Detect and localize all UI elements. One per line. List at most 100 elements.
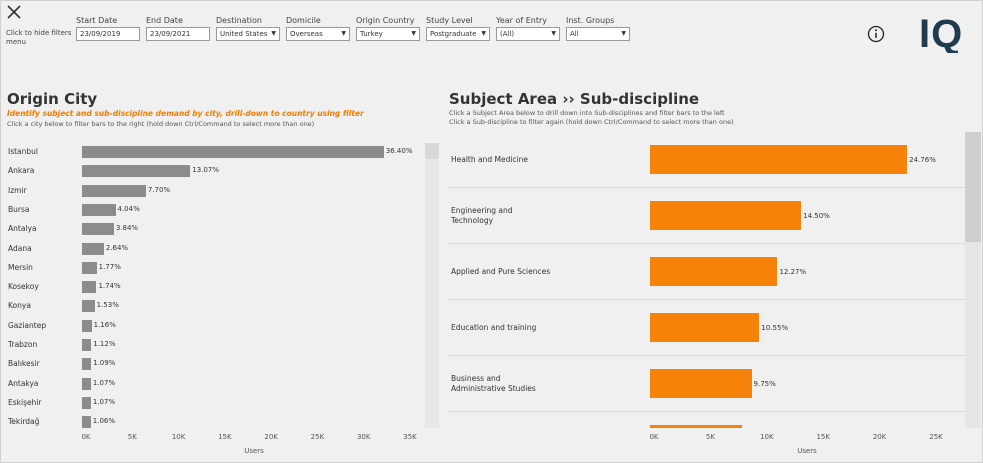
city-bar[interactable] [82, 416, 91, 429]
filter-label: Domicile [286, 16, 321, 25]
filter-value: Overseas [290, 30, 323, 38]
city-value-label: 1.74% [98, 282, 121, 291]
city-row[interactable]: Bursa 4.04% [1, 201, 421, 220]
filter-study-level: Study Level Postgraduate ▼ [426, 16, 490, 41]
subject-bar[interactable] [650, 313, 760, 342]
left-scrollbar-thumb[interactable] [425, 143, 439, 159]
right-scrollbar-thumb[interactable] [965, 132, 981, 242]
subject-row[interactable]: Engineering and Technology 14.50% [447, 188, 965, 244]
close-icon[interactable] [6, 4, 22, 20]
subject-bar[interactable] [650, 201, 802, 230]
city-bar[interactable] [82, 281, 97, 294]
origin-city-hint: Click a city below to filter bars to the… [7, 120, 315, 128]
subject-row[interactable]: Education and training 10.55% [447, 300, 965, 356]
subject-label: Health and Medicine [451, 154, 529, 164]
subject-row[interactable]: Business and Administrative Studies 9.75% [447, 356, 965, 412]
iq-logo: IQ [919, 12, 962, 53]
city-bar[interactable] [82, 339, 92, 351]
city-row[interactable]: Konya 1.53% [1, 297, 421, 316]
dropdown-caret-icon: ▼ [411, 30, 416, 37]
city-row[interactable]: Antalya 3.84% [1, 220, 421, 239]
subject-bar[interactable] [650, 257, 778, 286]
city-label: Mersin [8, 262, 33, 272]
city-bar[interactable] [82, 319, 92, 332]
filter-dropdown[interactable]: United States ▼ [216, 27, 280, 41]
city-bar[interactable] [82, 358, 92, 371]
filter-label: Inst. Groups [566, 16, 615, 25]
hide-filters-text[interactable]: Click to hide filters menu [6, 29, 72, 46]
filter-date-input[interactable]: 23/09/2019 [76, 27, 140, 41]
filter-inst-groups: Inst. Groups All ▼ [566, 16, 630, 41]
city-bar[interactable] [82, 396, 91, 409]
city-label: Konya [8, 301, 31, 311]
subject-axis-tick: 0K [649, 433, 659, 441]
city-row[interactable]: Trabzon 1.12% [1, 336, 421, 355]
subject-axis-tick: 15K [816, 433, 830, 441]
filter-label: Study Level [426, 16, 473, 25]
city-value-label: 1.07% [92, 397, 116, 406]
subject-row[interactable]: Applied and Pure Sciences 12.27% [447, 244, 965, 300]
city-bar[interactable] [82, 184, 146, 197]
subject-label: Education and training [451, 322, 537, 332]
subject-row[interactable]: Health and Medicine 24.76% [447, 132, 965, 188]
city-label: Balıkesir [8, 359, 40, 369]
city-value-label: 1.12% [93, 340, 116, 348]
filter-dropdown[interactable]: Overseas ▼ [286, 27, 350, 41]
city-value-label: 13.07% [192, 166, 219, 175]
city-row[interactable]: Eskişehir 1.07% [1, 394, 421, 413]
city-value-label: 1.53% [96, 301, 119, 310]
city-bar[interactable] [82, 261, 97, 274]
filter-dropdown[interactable]: (All) ▼ [496, 27, 560, 41]
subject-axis-tick: 25K [929, 433, 943, 441]
subject-bar[interactable] [650, 369, 752, 398]
city-row[interactable]: Adana 2.64% [1, 240, 421, 259]
dropdown-caret-icon: ▼ [551, 30, 556, 37]
filter-dropdown[interactable]: Turkey ▼ [356, 27, 420, 41]
subject-value-label: 14.50% [803, 212, 830, 220]
city-bar[interactable] [82, 300, 95, 313]
city-value-label: 1.06% [92, 417, 116, 426]
dropdown-caret-icon: ▼ [271, 30, 276, 37]
city-row[interactable]: Ankara 13.07% [1, 162, 421, 181]
city-row[interactable]: Istanbul 36.40% [1, 143, 421, 162]
city-axis-tick: 20K [264, 433, 278, 441]
city-bar[interactable] [82, 146, 384, 158]
subject-area-title: Subject Area ›› Sub-discipline [449, 90, 700, 108]
subject-bar[interactable] [650, 145, 908, 174]
city-row[interactable]: Izmir 7.70% [1, 182, 421, 201]
filter-destination: Destination United States ▼ [216, 16, 280, 41]
city-bar[interactable] [82, 203, 116, 216]
filter-label: Destination [216, 16, 262, 25]
subject-area-hint-1: Click a Subject Area below to drill down… [449, 109, 725, 117]
city-row[interactable]: Mersin 1.77% [1, 259, 421, 278]
city-row[interactable]: Tekirdağ 1.06% [1, 413, 421, 432]
city-row[interactable]: Gaziantep 1.16% [1, 317, 421, 336]
filter-dropdown[interactable]: All ▼ [566, 27, 630, 41]
filter-dropdown[interactable]: Postgraduate ▼ [426, 27, 490, 41]
left-scrollbar[interactable] [425, 143, 439, 428]
city-label: Istanbul [8, 147, 39, 156]
city-bar[interactable] [82, 242, 104, 255]
city-row[interactable]: Kosekoy 1.74% [1, 278, 421, 297]
subject-row[interactable] [447, 412, 965, 428]
city-row[interactable]: Antakya 1.07% [1, 375, 421, 394]
filter-end-date: End Date 23/09/2021 [146, 16, 210, 41]
info-icon[interactable] [867, 25, 885, 43]
subject-bar[interactable] [650, 425, 743, 428]
city-bar[interactable] [82, 165, 191, 178]
filter-label: Start Date [76, 16, 118, 25]
city-axis-tick: 0K [81, 433, 91, 441]
subject-label: Business and Administrative Studies [451, 373, 536, 393]
city-bar[interactable] [82, 223, 114, 236]
filter-date-input[interactable]: 23/09/2021 [146, 27, 210, 41]
subject-value-label: 12.27% [779, 268, 807, 276]
city-bar[interactable] [82, 377, 91, 390]
city-row[interactable]: Balıkesir 1.09% [1, 355, 421, 374]
filter-start-date: Start Date 23/09/2019 [76, 16, 140, 41]
subject-axis-title: Users [797, 447, 817, 455]
subject-value-label: 10.55% [761, 324, 789, 332]
filter-year-of-entry: Year of Entry (All) ▼ [496, 16, 560, 41]
origin-city-subtitle: Identify subject and sub-discipline dema… [7, 109, 364, 118]
city-label: Adana [8, 243, 32, 253]
city-value-label: 7.70% [147, 185, 171, 194]
